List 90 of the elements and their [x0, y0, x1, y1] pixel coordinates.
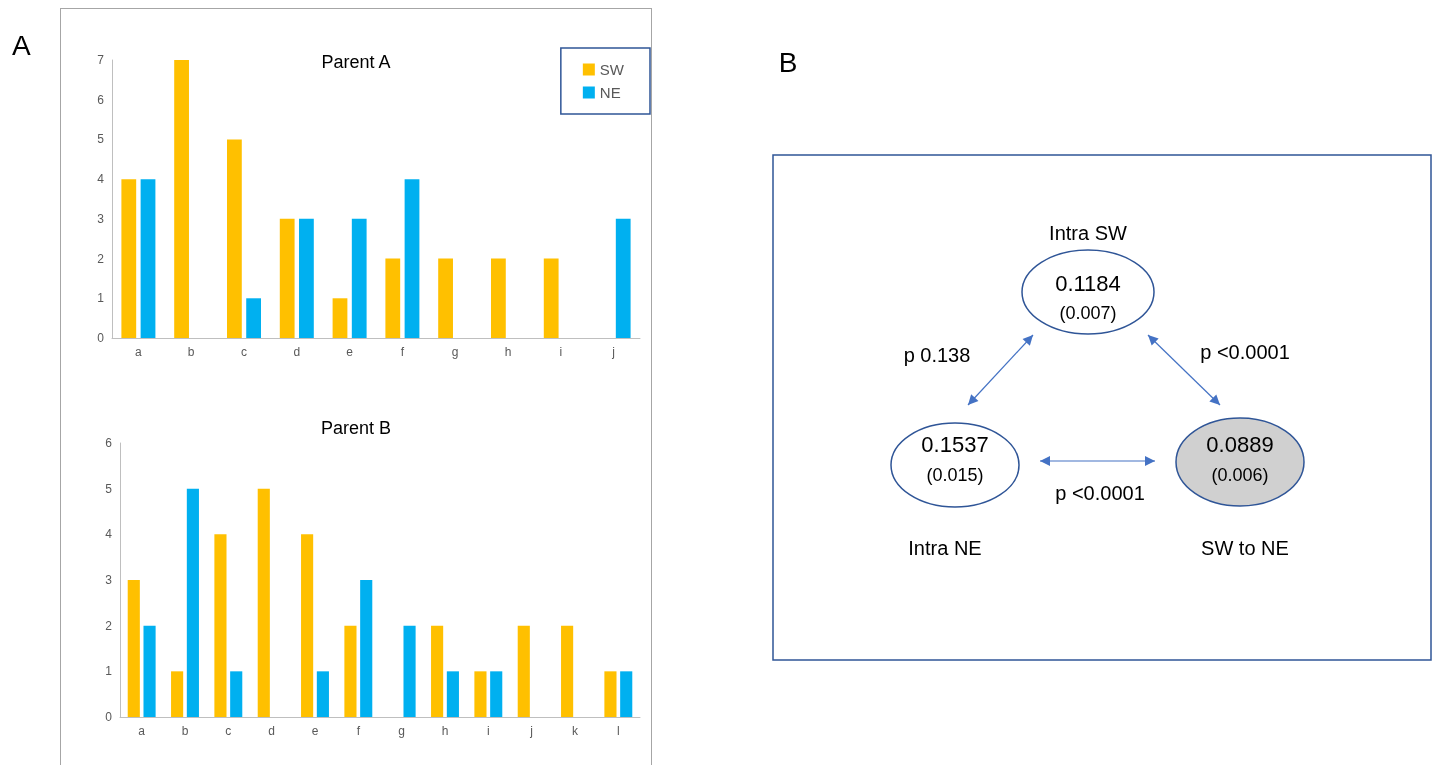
bar	[517, 625, 530, 717]
bar	[344, 625, 357, 717]
text: (0.015)	[926, 465, 984, 485]
y-tick-label: 4	[105, 527, 113, 542]
y-tick-label: 6	[105, 436, 113, 450]
text: Intra NE	[908, 537, 982, 559]
bar	[171, 671, 184, 717]
bar	[257, 488, 270, 717]
y-tick-label: 1	[97, 291, 105, 306]
bar	[230, 671, 243, 717]
bar	[438, 258, 453, 338]
bar	[227, 139, 242, 338]
bar	[127, 580, 140, 717]
bar	[403, 625, 416, 717]
text: A	[12, 30, 31, 62]
x-tick-label: h	[441, 724, 449, 738]
bar	[404, 179, 420, 338]
x-tick-label: i	[487, 724, 490, 738]
chart-title: Parent B	[320, 418, 392, 438]
x-tick-label: a	[135, 345, 143, 359]
bar	[431, 625, 444, 717]
x-tick-label: g	[398, 724, 406, 738]
y-tick-label: 5	[105, 481, 113, 496]
bar	[490, 671, 503, 717]
x-tick-label: f	[356, 724, 361, 738]
bar	[299, 218, 314, 338]
x-tick-label: i	[559, 345, 563, 359]
bar	[474, 671, 487, 717]
x-tick-label: h	[504, 345, 512, 359]
y-tick-label: 7	[97, 53, 105, 67]
x-tick-label: c	[241, 345, 247, 359]
y-tick-label: 0	[105, 710, 113, 724]
bar	[143, 625, 156, 717]
bar	[543, 258, 559, 338]
bar	[140, 179, 156, 338]
text: p <0.0001	[1055, 482, 1145, 504]
y-tick-label: 6	[97, 92, 105, 107]
x-tick-label: d	[293, 345, 301, 359]
y-tick-label: 1	[105, 664, 113, 679]
x-tick-label: g	[451, 345, 459, 359]
x-tick-label: b	[181, 724, 189, 738]
bar	[246, 298, 261, 338]
bar	[121, 179, 137, 338]
x-tick-label: j	[611, 345, 615, 359]
x-tick-label: j	[529, 724, 533, 738]
y-tick-label: 3	[97, 211, 105, 226]
y-tick-label: 2	[97, 251, 105, 266]
x-tick-label: a	[138, 724, 146, 738]
bar	[620, 671, 633, 717]
text: Intra SW	[1049, 222, 1128, 244]
text: 0.0889	[1206, 432, 1274, 457]
text: p <0.0001	[1200, 341, 1290, 363]
y-tick-label: 3	[105, 573, 113, 587]
bar	[279, 218, 295, 338]
text: 0.1184	[1055, 271, 1121, 296]
y-tick-label: 5	[97, 132, 105, 147]
legend-label: NE	[599, 84, 621, 101]
legend-label: SW	[599, 61, 625, 78]
text: SW to NE	[1201, 537, 1289, 559]
bar	[316, 671, 329, 717]
x-tick-label: d	[268, 724, 276, 738]
y-tick-label: 4	[97, 172, 105, 187]
bar	[604, 671, 617, 717]
bar	[351, 218, 367, 338]
x-tick-label: e	[346, 345, 354, 359]
text: 0.1537	[921, 432, 989, 457]
text: (0.007)	[1059, 303, 1117, 323]
bar	[360, 580, 373, 717]
bar	[561, 625, 574, 717]
x-tick-label: b	[187, 345, 195, 359]
bar	[615, 218, 631, 338]
bar	[491, 258, 506, 338]
bar	[186, 488, 199, 717]
bar	[214, 534, 227, 717]
x-tick-label: f	[400, 345, 405, 359]
chart-title: Parent A	[321, 52, 391, 72]
y-tick-label: 2	[105, 618, 113, 633]
x-tick-label: e	[311, 724, 319, 738]
bar	[385, 258, 401, 338]
text: B	[778, 47, 798, 78]
x-tick-label: l	[617, 724, 620, 738]
bar	[332, 298, 348, 338]
y-tick-label: 0	[97, 331, 105, 345]
text: (0.006)	[1211, 465, 1269, 485]
x-tick-label: c	[225, 724, 232, 738]
x-tick-label: k	[572, 724, 579, 738]
bar	[301, 534, 314, 717]
text: p 0.138	[903, 344, 971, 366]
bar	[174, 60, 189, 338]
bar	[446, 671, 459, 717]
